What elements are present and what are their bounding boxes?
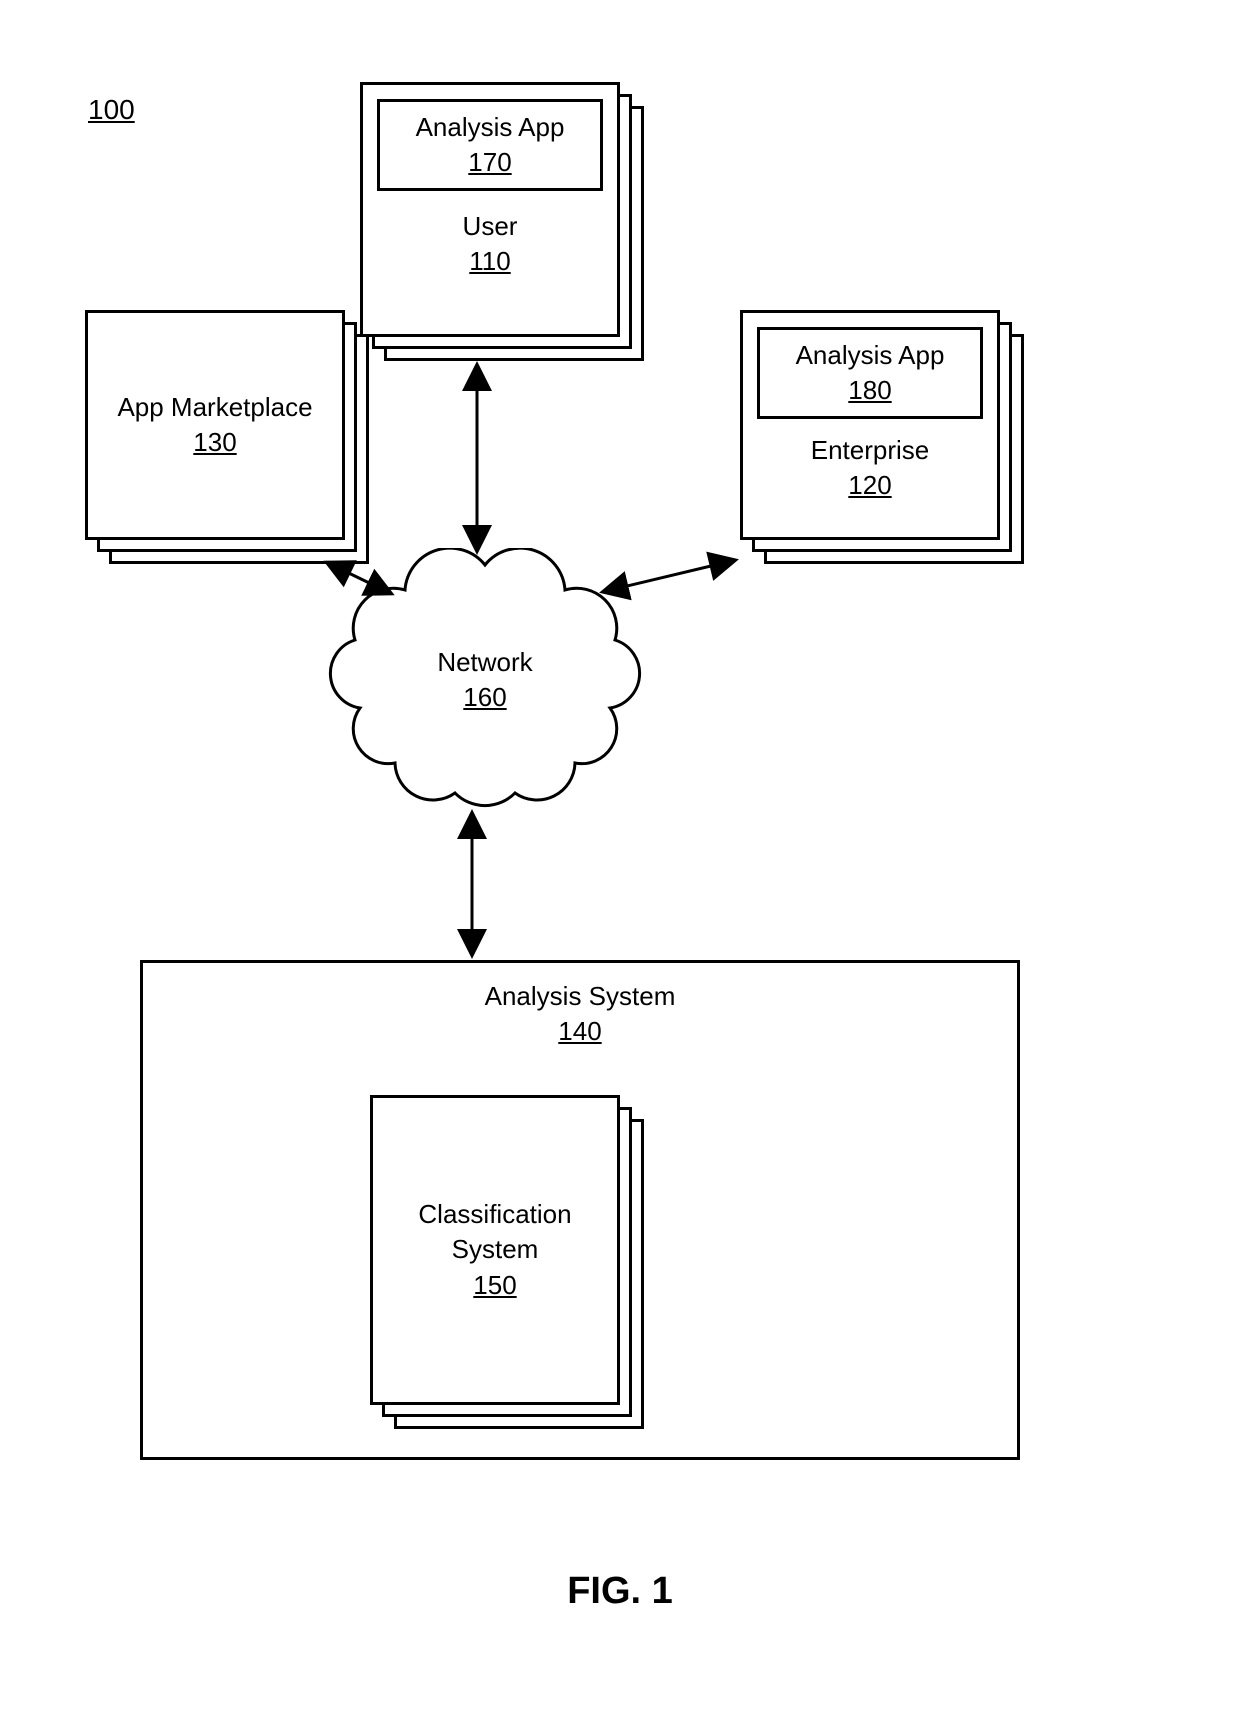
network-title: Network xyxy=(437,647,532,677)
classification-ref: 150 xyxy=(473,1268,516,1303)
network-label: Network 160 xyxy=(385,645,585,715)
enterprise-ref: 120 xyxy=(757,468,983,503)
user-node: Analysis App 170 User 110 xyxy=(360,82,644,361)
figure-number: 100 xyxy=(88,94,135,126)
classification-title-1: Classification xyxy=(418,1197,571,1232)
enterprise-title: Enterprise xyxy=(757,433,983,468)
analysis-system-title: Analysis System xyxy=(143,979,1017,1014)
user-inner-ref: 170 xyxy=(390,145,590,180)
enterprise-inner-analysis-app: Analysis App 180 xyxy=(757,327,983,419)
diagram-canvas: 100 Analysis App 170 User 110 App Market… xyxy=(0,0,1240,1725)
figure-caption: FIG. 1 xyxy=(0,1570,1240,1613)
user-inner-analysis-app: Analysis App 170 xyxy=(377,99,603,191)
enterprise-inner-title: Analysis App xyxy=(770,338,970,373)
user-ref: 110 xyxy=(377,244,603,279)
enterprise-node: Analysis App 180 Enterprise 120 xyxy=(740,310,1024,564)
user-inner-title: Analysis App xyxy=(390,110,590,145)
enterprise-inner-ref: 180 xyxy=(770,373,970,408)
marketplace-title: App Marketplace xyxy=(117,390,312,425)
analysis-system-ref: 140 xyxy=(143,1014,1017,1049)
classification-title-2: System xyxy=(452,1232,539,1267)
network-ref: 160 xyxy=(463,682,506,712)
user-title: User xyxy=(377,209,603,244)
classification-node: Classification System 150 xyxy=(370,1095,644,1429)
marketplace-node: App Marketplace 130 xyxy=(85,310,369,564)
marketplace-ref: 130 xyxy=(193,425,236,460)
